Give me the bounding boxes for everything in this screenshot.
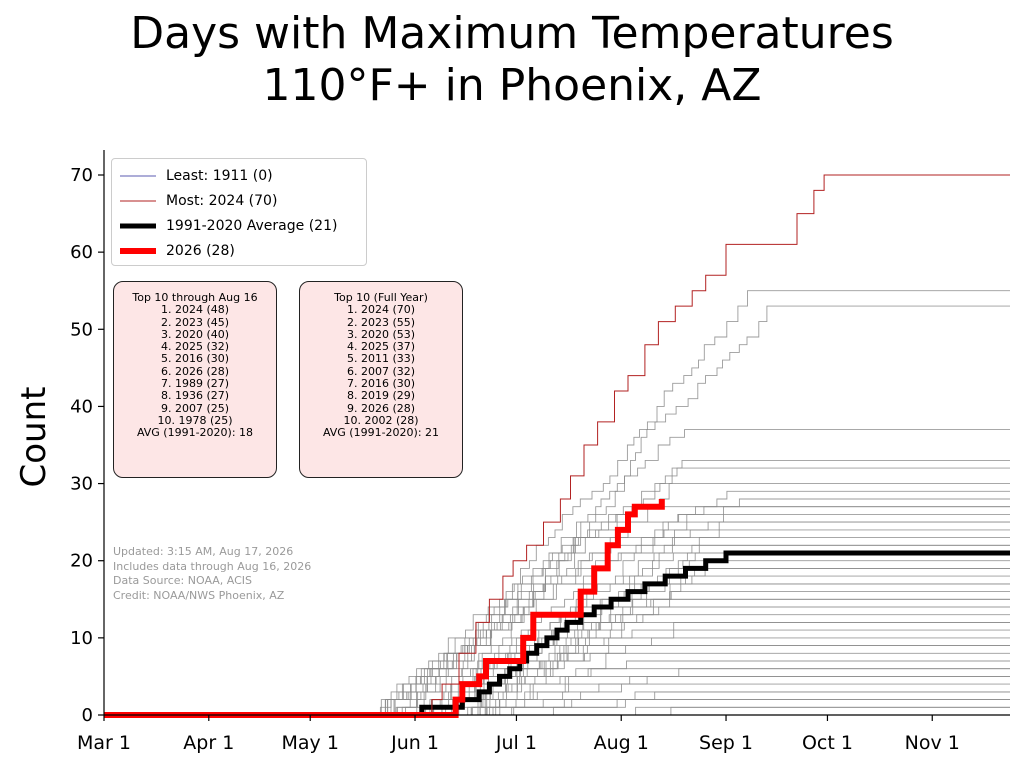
legend-label-most: Most: 2024 (70) — [166, 192, 278, 209]
y-tick-label: 20 — [70, 551, 93, 572]
x-tick-label: Nov 1 — [905, 732, 960, 754]
y-tick-label: 10 — [70, 628, 93, 649]
legend-entry-most: Most: 2024 (70) — [120, 188, 358, 213]
legend: Least: 1911 (0) Most: 2024 (70) 1991-202… — [111, 158, 367, 266]
y-tick-label: 70 — [70, 165, 93, 186]
chart-title-line-1: Days with Maximum Temperatures — [130, 8, 894, 59]
x-tick-label: Oct 1 — [802, 732, 853, 754]
update-info-line: Credit: NOAA/NWS Phoenix, AZ — [113, 588, 285, 602]
top10-full-item: 8. 2019 (29) — [346, 389, 416, 403]
top10-full-title: Top 10 (Full Year) — [334, 291, 428, 304]
top10-through-item: 10. 1978 (25) — [157, 413, 233, 427]
y-tick-label: 40 — [70, 396, 93, 417]
background-year-line — [104, 691, 1010, 716]
x-tick-label: Apr 1 — [183, 732, 234, 754]
most-year-line — [104, 174, 1010, 716]
y-tick-label: 0 — [82, 705, 93, 726]
legend-entry-current: 2026 (28) — [120, 238, 358, 263]
top10-full-item: 6. 2007 (32) — [346, 364, 416, 378]
top10-through-item: 5. 2016 (30) — [160, 352, 230, 366]
axes: 0 10 20 30 40 50 60 70 Mar 1 Apr 1 May 1 Jun 1 Jul 1… — [70, 150, 1010, 754]
background-year-line — [104, 583, 1010, 716]
legend-label-current: 2026 (28) — [166, 242, 235, 259]
top10-through-item: 4. 2025 (32) — [160, 340, 230, 354]
x-tick-label: Jul 1 — [495, 732, 537, 754]
top10-through-box: Top 10 through Aug 16 1. 2024 (48) 2. 20… — [113, 281, 277, 478]
update-info-line: Includes data through Aug 16, 2026 — [113, 559, 312, 573]
update-info: Updated: 3:15 AM, Aug 17, 2026 Includes … — [113, 545, 311, 603]
top10-full-item: 4. 2025 (37) — [346, 340, 416, 354]
chart-title-line-2: 110°F+ in Phoenix, AZ — [262, 60, 762, 111]
highlight-series-group — [104, 174, 1010, 718]
top10-full-item: 7. 2016 (30) — [346, 377, 416, 391]
top10-full-item: 9. 2026 (28) — [346, 401, 416, 415]
background-year-line — [104, 490, 1010, 716]
legend-swatch-most — [120, 200, 156, 201]
x-tick-label: Mar 1 — [77, 732, 131, 754]
top10-full-item: 3. 2020 (53) — [346, 327, 416, 341]
legend-swatch-least — [120, 175, 156, 176]
background-year-line — [104, 537, 1010, 716]
legend-entry-least: Least: 1911 (0) — [120, 163, 358, 188]
y-tick-label: 60 — [70, 242, 93, 263]
top10-through-item: 7. 1989 (27) — [160, 377, 230, 391]
legend-label-average: 1991-2020 Average (21) — [166, 217, 338, 234]
top10-full-item: 1. 2024 (70) — [346, 303, 416, 317]
current-year-line — [104, 499, 665, 718]
background-year-line — [104, 675, 1010, 716]
top10-through-title: Top 10 through Aug 16 — [132, 291, 258, 304]
top10-through-item: 1. 2024 (48) — [160, 303, 230, 317]
background-year-line — [104, 675, 1010, 716]
x-tick-label: Jun 1 — [390, 732, 439, 754]
top10-through-item: 8. 1936 (27) — [160, 389, 230, 403]
y-tick-label: 30 — [70, 474, 93, 495]
legend-swatch-current — [120, 247, 156, 254]
top10-full-avg: AVG (1991-2020): 21 — [322, 426, 440, 440]
background-year-line — [104, 691, 1010, 716]
average-line — [104, 550, 1010, 718]
update-info-line: Data Source: NOAA, ACIS — [113, 574, 253, 587]
x-tick-label: May 1 — [282, 732, 339, 754]
chart-title: Days with Maximum Temperatures 110°F+ in… — [0, 8, 1024, 112]
top10-full-box: Top 10 (Full Year) 1. 2024 (70) 2. 2023 … — [299, 281, 463, 478]
y-tick-label: 50 — [70, 319, 93, 340]
background-year-line — [104, 629, 1010, 716]
top10-full-item: 2. 2023 (55) — [346, 315, 416, 329]
y-axis-label: Count — [14, 386, 54, 488]
top10-full-item: 5. 2011 (33) — [346, 352, 416, 366]
x-tick-label: Sep 1 — [699, 732, 753, 754]
top10-through-item: 2. 2023 (45) — [160, 315, 230, 329]
legend-entry-average: 1991-2020 Average (21) — [120, 213, 358, 238]
background-year-line — [104, 583, 1010, 716]
update-info-line: Updated: 3:15 AM, Aug 17, 2026 — [113, 545, 294, 558]
top10-full-item: 10. 2002 (28) — [343, 413, 419, 427]
legend-swatch-average — [120, 223, 156, 228]
top10-through-item: 6. 2026 (28) — [160, 364, 230, 378]
top10-through-avg: AVG (1991-2020): 18 — [136, 426, 254, 440]
x-tick-label: Aug 1 — [594, 732, 649, 754]
legend-label-least: Least: 1911 (0) — [166, 167, 273, 184]
top10-through-item: 3. 2020 (40) — [160, 327, 230, 341]
top10-through-item: 9. 2007 (25) — [160, 401, 230, 415]
